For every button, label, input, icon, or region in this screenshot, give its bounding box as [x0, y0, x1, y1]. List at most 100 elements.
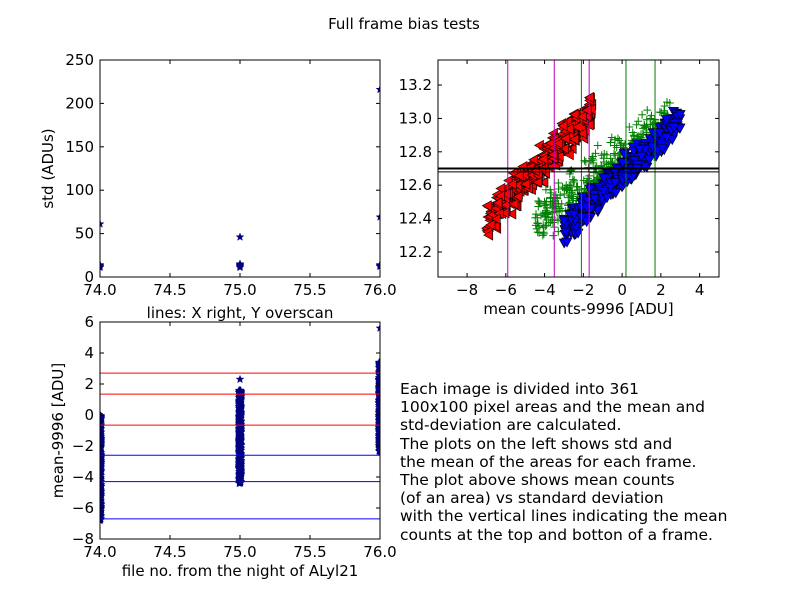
y-tick-label: 13.0 [399, 109, 432, 127]
y-tick-label: 13.2 [399, 76, 432, 94]
outlier-point [235, 374, 245, 384]
data-point [588, 194, 600, 204]
data-point [584, 184, 596, 195]
x-tick-label: 74.0 [83, 543, 116, 561]
figure-title: Full frame bias tests [328, 15, 480, 33]
data-point [628, 128, 637, 137]
data-point [598, 186, 610, 197]
description-line: The plots on the left shows std and [400, 434, 673, 453]
data-point [610, 188, 622, 199]
data-point [375, 212, 380, 221]
data-point [565, 181, 574, 190]
x-axis-label: mean counts-9996 [ADU] [483, 300, 673, 318]
data-point [660, 102, 669, 110]
data-point [570, 176, 579, 185]
description-line: Each image is divided into 361 [400, 380, 640, 398]
data-point [495, 190, 505, 202]
x-tick-label: 74.0 [83, 281, 116, 299]
data-point [557, 120, 568, 132]
data-point [100, 219, 105, 228]
data-point [563, 123, 574, 135]
data-point [592, 163, 601, 172]
outlier-point [375, 323, 380, 332]
data-point [513, 170, 524, 182]
data-point [646, 120, 655, 129]
data-point [532, 210, 541, 219]
plot-marks [438, 60, 719, 277]
data-point [674, 110, 686, 121]
x-tick-label: 75.5 [293, 543, 326, 561]
data-point [235, 262, 245, 272]
data-point [375, 261, 380, 271]
description-line: (of an area) vs standard deviation [400, 489, 664, 508]
axes-frame [99, 321, 381, 540]
data-point [568, 133, 579, 145]
y-tick-label: 2 [84, 375, 94, 393]
x-tick-label: −8 [456, 281, 478, 299]
data-point [568, 175, 577, 184]
data-point [100, 262, 105, 272]
data-point [528, 154, 539, 166]
data-point [607, 133, 616, 142]
data-point [490, 213, 501, 225]
data-point [235, 232, 245, 241]
y-tick-label: 100 [65, 181, 94, 199]
description-line: std-deviation are calculated. [400, 416, 622, 435]
data-point [535, 198, 544, 207]
data-point [569, 109, 580, 121]
axes-title: lines: X right, Y overscan [147, 304, 334, 322]
data-point [593, 141, 602, 150]
data-point [599, 157, 608, 166]
x-tick-label: 2 [656, 281, 666, 299]
y-tick-label: 50 [75, 225, 94, 243]
data-point [520, 178, 531, 190]
y-tick-label: 0 [84, 406, 94, 424]
data-point [638, 110, 647, 119]
x-tick-label: 75.0 [223, 281, 256, 299]
data-point [617, 158, 629, 169]
data-point [637, 130, 646, 139]
y-tick-label: 12.2 [399, 243, 432, 261]
description-line: 100x100 pixel areas and the mean and [400, 398, 705, 417]
description-text: Each image is divided into 361 100x100 p… [400, 380, 790, 544]
data-point [537, 153, 548, 165]
data-point [620, 140, 629, 149]
data-point [512, 191, 523, 203]
data-point [506, 178, 517, 190]
data-point [553, 216, 562, 225]
data-point [544, 218, 553, 227]
x-tick-label: 0 [617, 281, 627, 299]
data-point [584, 163, 593, 172]
y-axis-label: mean-9996 [ADU] [49, 363, 67, 498]
description-line: with the vertical lines indicating the m… [400, 507, 728, 526]
data-point [499, 207, 510, 219]
data-point [541, 208, 550, 217]
data-point [564, 193, 573, 202]
x-tick-label: −2 [572, 281, 594, 299]
data-point [531, 213, 540, 222]
mean-vs-file-panel: 74.0 74.5 75.0 75.5 76.0 −8 −6 −4 −2 0 2 4 6 file no.… [49, 304, 397, 580]
data-point [567, 166, 576, 175]
data-point [568, 210, 580, 220]
data-point [563, 149, 574, 161]
data-point [539, 229, 548, 238]
data-point [560, 227, 572, 238]
y-tick-label: 0 [84, 268, 94, 286]
data-point [609, 178, 621, 189]
data-point [374, 357, 380, 367]
x-tick-label: 74.5 [153, 543, 186, 561]
data-point [656, 143, 668, 154]
std-vs-mean-panel: −8 −6 −4 −2 0 2 4 12.2 12.4 12.6 12.8 13.0 13.2 mean … [399, 59, 720, 318]
data-point [495, 183, 506, 195]
data-point [535, 228, 544, 237]
std-vs-file-panel: 74.0 74.5 75.0 75.5 76.0 0 50 100 150 200 250 std (… [39, 51, 397, 299]
data-point [558, 216, 570, 227]
data-point [560, 190, 569, 199]
data-point [558, 143, 569, 155]
y-tick-label: 12.8 [399, 143, 432, 161]
y-tick-label: −2 [72, 437, 94, 455]
data-point [485, 219, 496, 231]
data-point [559, 133, 570, 145]
data-point [541, 185, 550, 194]
